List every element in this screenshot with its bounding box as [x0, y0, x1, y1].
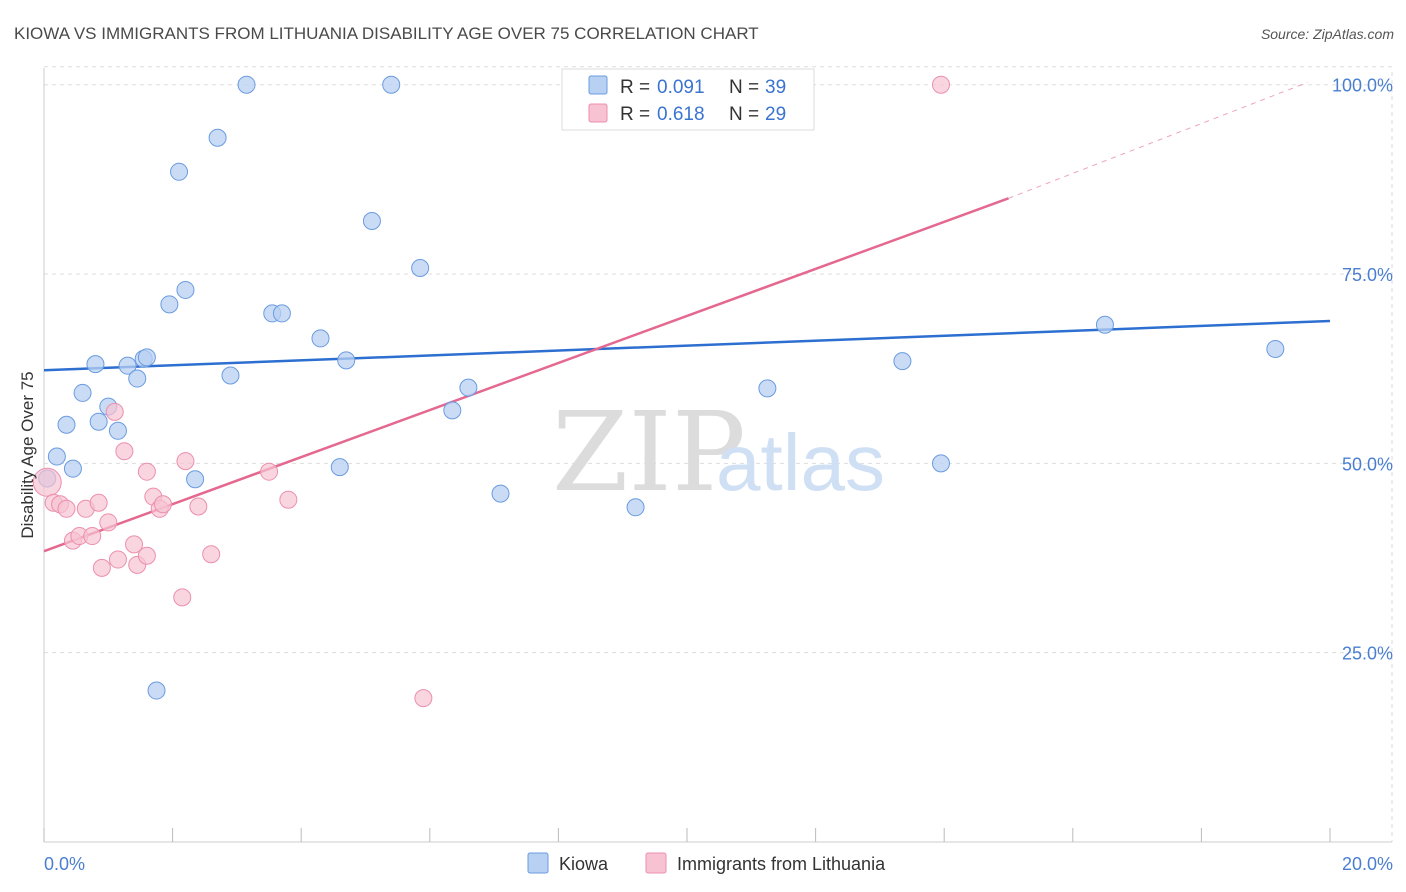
kiowa-point [382, 75, 401, 94]
lithuania-point [137, 462, 156, 481]
legend-label-lithuania: Immigrants from Lithuania [677, 854, 886, 874]
kiowa-point [931, 454, 950, 473]
kiowa-stats-swatch [588, 75, 608, 95]
kiowa-point [86, 355, 105, 374]
lithuania-point [105, 402, 124, 421]
y-axis-label: Disability Age Over 75 [18, 371, 37, 538]
lithuania-point [260, 462, 279, 481]
kiowa-n-label: N = [729, 77, 759, 98]
lithuania-point [92, 558, 111, 577]
x-tick-label-max: 20.0% [1342, 854, 1393, 874]
lithuania-point [173, 588, 192, 607]
lithuania-point [83, 527, 102, 546]
kiowa-r-label: R = [620, 77, 650, 98]
kiowa-point [118, 356, 137, 375]
kiowa-r-value: 0.091 [657, 77, 705, 98]
kiowa-point [893, 352, 912, 371]
lithuania-point [279, 490, 298, 509]
kiowa-point [89, 412, 108, 431]
x-tick-label-min: 0.0% [44, 854, 85, 874]
lithuania-n-label: N = [729, 104, 759, 125]
kiowa-point [137, 348, 156, 367]
lithuania-point [57, 499, 76, 518]
y-tick-label: 50.0% [1342, 454, 1393, 474]
lithuania-point [108, 550, 127, 569]
data-points [32, 75, 1285, 708]
y-tick-label: 100.0% [1332, 76, 1393, 96]
y-tick-labels: 25.0% 50.0% 75.0% 100.0% [1332, 76, 1393, 664]
y-tick-label: 25.0% [1342, 644, 1393, 664]
kiowa-point [237, 75, 256, 94]
kiowa-point [63, 459, 82, 478]
lithuania-point [115, 442, 134, 461]
kiowa-point [73, 383, 92, 402]
lithuania-point [89, 493, 108, 512]
stats-legend-box: R = 0.091 N = 39 R = 0.618 N = 29 [561, 68, 815, 131]
kiowa-point [337, 351, 356, 370]
lithuania-trend-line [43, 197, 1009, 553]
kiowa-point [330, 458, 349, 477]
kiowa-point [176, 280, 195, 299]
series-legend: Kiowa Immigrants from Lithuania [527, 852, 886, 874]
lithuania-r-label: R = [620, 104, 650, 125]
kiowa-point [443, 401, 462, 420]
kiowa-point [186, 470, 205, 489]
legend-swatch-lithuania [645, 852, 667, 874]
kiowa-point [626, 498, 645, 517]
lithuania-point [125, 535, 144, 554]
kiowa-trend-line [43, 319, 1331, 372]
kiowa-point [128, 369, 147, 388]
kiowa-point [311, 329, 330, 348]
lithuania-trend-extension [1008, 81, 1308, 199]
lithuania-point [153, 495, 172, 514]
kiowa-n-value: 39 [765, 77, 786, 98]
kiowa-point [272, 304, 291, 323]
watermark-zip: ZIP [552, 388, 746, 516]
kiowa-point [491, 484, 510, 503]
lithuania-stats-swatch [588, 103, 608, 123]
trend-lines [43, 81, 1331, 553]
lithuania-point [189, 497, 208, 516]
kiowa-point [147, 681, 166, 700]
kiowa-point [411, 258, 430, 277]
lithuania-point [137, 546, 156, 565]
kiowa-point [57, 415, 76, 434]
kiowa-point [459, 378, 478, 397]
legend-label-kiowa: Kiowa [559, 854, 609, 874]
kiowa-point [47, 447, 66, 466]
kiowa-point [362, 212, 381, 231]
lithuania-r-value: 0.618 [657, 104, 705, 125]
kiowa-point [758, 379, 777, 398]
lithuania-point [32, 467, 62, 497]
kiowa-point [208, 128, 227, 147]
lithuania-point [99, 513, 118, 532]
lithuania-point [414, 689, 433, 708]
x-tick-labels: 0.0% 20.0% [44, 854, 1393, 874]
legend-swatch-kiowa [527, 852, 549, 874]
chart-source: Source: ZipAtlas.com [1261, 26, 1394, 42]
lithuania-point [176, 452, 195, 471]
kiowa-point [160, 295, 179, 314]
kiowa-point [1095, 315, 1114, 334]
kiowa-point [1266, 340, 1285, 359]
lithuania-n-value: 29 [765, 104, 786, 125]
kiowa-point [221, 366, 240, 385]
axes [43, 68, 1392, 843]
chart-title: KIOWA VS IMMIGRANTS FROM LITHUANIA DISAB… [14, 24, 759, 43]
y-tick-label: 75.0% [1342, 265, 1393, 285]
lithuania-point [931, 75, 950, 94]
watermark: ZIP atlas [552, 388, 885, 516]
watermark-atlas: atlas [716, 418, 885, 507]
lithuania-point [202, 545, 221, 564]
kiowa-point [108, 421, 127, 440]
kiowa-point [170, 162, 189, 181]
